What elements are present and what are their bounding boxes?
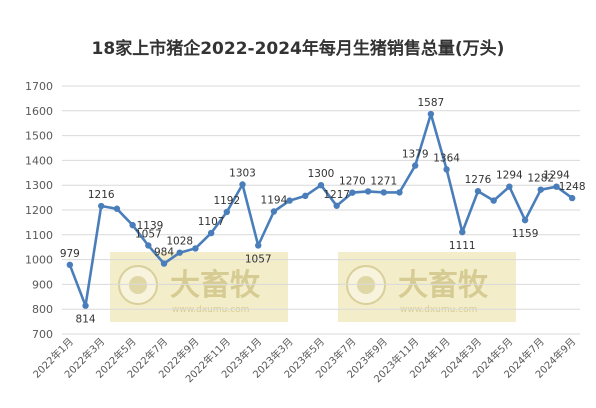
data-label: 1107 xyxy=(198,216,225,228)
data-label: 1379 xyxy=(402,149,429,161)
data-point xyxy=(255,242,262,249)
data-label: 1194 xyxy=(261,194,288,206)
data-label: 1216 xyxy=(88,189,115,201)
data-point xyxy=(302,192,309,200)
data-label: 1057 xyxy=(245,253,272,265)
data-point xyxy=(82,302,89,309)
data-point xyxy=(98,202,105,210)
watermark-url: www.dxumu.com xyxy=(172,305,249,315)
data-label: 1057 xyxy=(135,228,162,240)
x-axis-ticks: 2022年1月2022年3月2022年5月2022年7月2022年9月2022年… xyxy=(30,335,578,385)
data-label: 979 xyxy=(60,248,80,260)
data-label: 1139 xyxy=(137,220,164,232)
watermark-brand: 大畜牧 xyxy=(170,268,261,303)
data-labels: 9798141216113910579841028110711921303105… xyxy=(60,97,586,326)
data-point xyxy=(521,216,529,224)
data-point xyxy=(427,110,435,118)
data-point xyxy=(129,221,136,229)
data-label: 1271 xyxy=(370,175,397,187)
data-label: 1282 xyxy=(527,173,554,185)
data-point xyxy=(113,205,121,212)
watermark-url: www.dxumu.com xyxy=(400,305,477,315)
data-point xyxy=(553,183,560,190)
y-tick-label: 800 xyxy=(32,303,53,316)
data-point xyxy=(176,249,183,256)
data-point xyxy=(160,260,168,267)
data-point xyxy=(317,182,325,189)
y-tick-label: 1500 xyxy=(25,130,53,143)
data-point xyxy=(333,202,340,209)
data-point xyxy=(349,189,356,196)
data-point xyxy=(223,208,231,216)
data-label: 1159 xyxy=(512,228,539,240)
data-point xyxy=(537,186,544,193)
data-label: 1364 xyxy=(433,152,460,164)
data-point xyxy=(286,197,293,204)
data-label: 1270 xyxy=(339,176,366,188)
y-tick-label: 1600 xyxy=(25,105,53,118)
data-label: 1217 xyxy=(323,189,350,201)
data-point xyxy=(145,242,152,249)
data-point xyxy=(568,194,576,202)
watermark-layer: 大畜牧 www.dxumu.com 大畜牧 www.dxumu.com xyxy=(110,252,516,322)
y-tick-label: 900 xyxy=(32,278,53,291)
data-point xyxy=(66,261,74,269)
data-label: 1294 xyxy=(496,170,523,182)
data-label: 1028 xyxy=(166,236,193,248)
watermark-logo-icon xyxy=(129,276,147,294)
data-point xyxy=(459,228,466,236)
data-label: 1111 xyxy=(449,240,476,252)
data-point xyxy=(239,181,246,188)
data-label: 984 xyxy=(154,247,174,259)
data-point xyxy=(411,162,419,169)
data-label: 814 xyxy=(76,314,96,326)
y-tick-label: 1200 xyxy=(25,204,53,217)
data-point xyxy=(207,229,215,237)
y-tick-label: 1300 xyxy=(25,179,53,192)
series-layer xyxy=(66,110,576,309)
data-point xyxy=(270,208,278,215)
data-label: 1192 xyxy=(213,195,240,207)
data-label: 1276 xyxy=(465,174,492,186)
data-label: 1587 xyxy=(418,97,445,109)
data-label: 1294 xyxy=(543,170,570,182)
y-tick-label: 700 xyxy=(32,328,53,341)
data-point xyxy=(474,187,482,195)
data-point xyxy=(506,183,513,190)
data-point xyxy=(364,188,372,195)
chart-title: 18家上市猪企2022-2024年每月生猪销售总量(万头) xyxy=(91,39,505,59)
y-tick-label: 1700 xyxy=(25,80,53,93)
data-point xyxy=(443,166,450,173)
data-point xyxy=(192,245,199,252)
y-tick-label: 1100 xyxy=(25,229,53,242)
data-label: 1248 xyxy=(559,181,586,193)
data-point xyxy=(396,189,403,196)
y-axis-ticks: 700 800 900 1000 1100 1200 1300 1400 1500 1600 170… xyxy=(25,80,53,341)
watermark-logo-icon xyxy=(357,276,375,294)
y-tick-label: 1400 xyxy=(25,154,53,167)
data-point xyxy=(490,197,497,204)
data-point xyxy=(380,189,387,196)
y-tick-label: 1000 xyxy=(25,254,53,267)
watermark-brand: 大畜牧 xyxy=(398,268,489,303)
data-label: 1303 xyxy=(229,167,256,179)
data-label: 1300 xyxy=(308,168,335,180)
